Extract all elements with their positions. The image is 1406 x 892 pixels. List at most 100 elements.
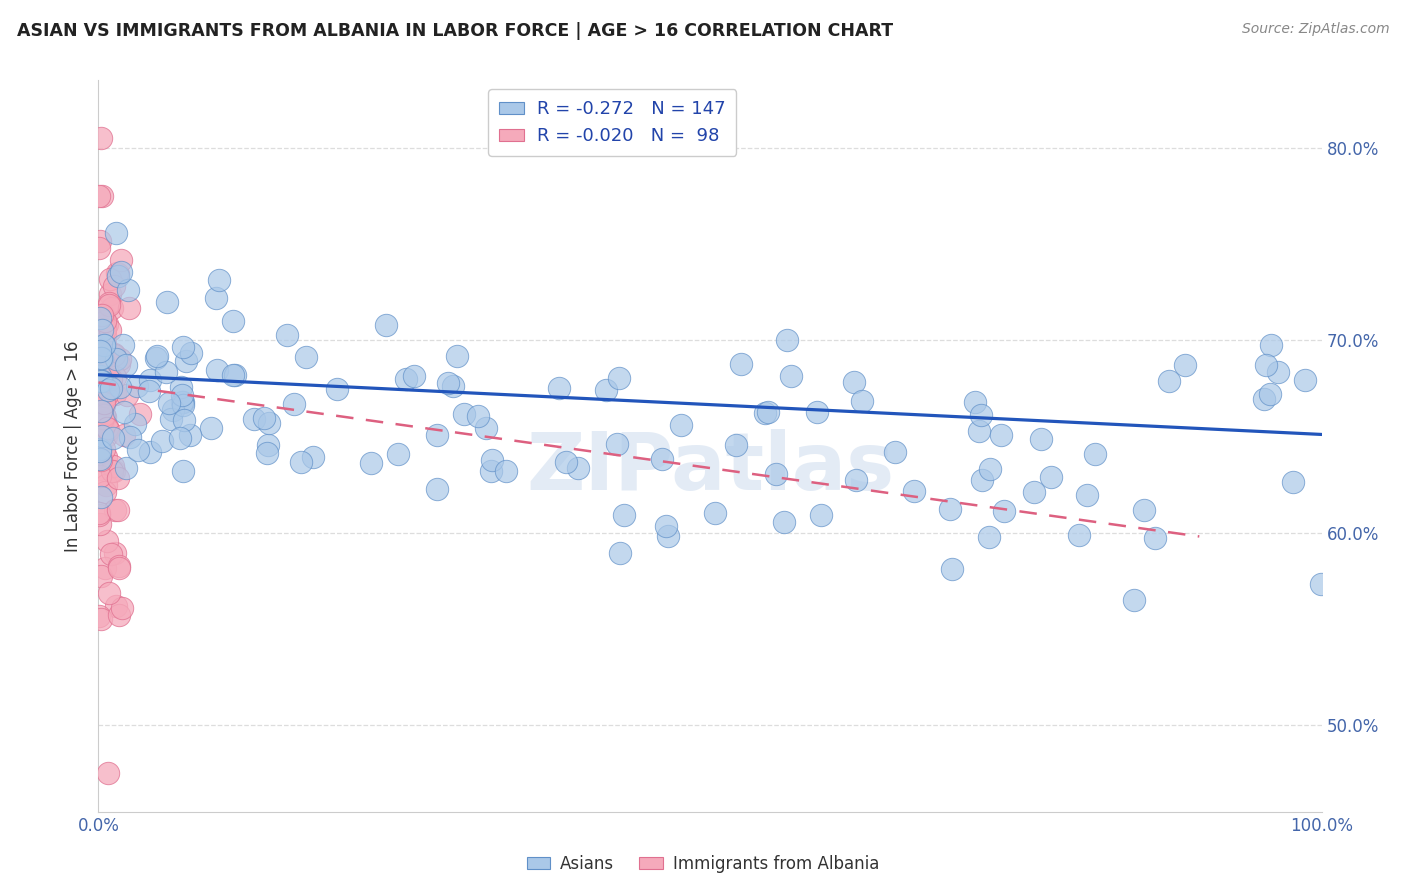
Point <box>97 423 120 437</box>
Point <box>107 503 129 517</box>
Point <box>111 337 134 351</box>
Point <box>939 501 962 516</box>
Point <box>765 467 787 481</box>
Point <box>1084 447 1107 461</box>
Point <box>89 368 111 383</box>
Point <box>100 381 122 395</box>
Point <box>108 357 131 371</box>
Point <box>426 427 449 442</box>
Point <box>96 420 118 434</box>
Point <box>118 430 141 444</box>
Point <box>1144 531 1167 545</box>
Point <box>87 379 110 393</box>
Point <box>90 309 112 323</box>
Point <box>90 354 112 368</box>
Point <box>200 421 222 435</box>
Point <box>91 188 114 202</box>
Point <box>724 437 747 451</box>
Point <box>1294 373 1316 387</box>
Point <box>93 408 115 422</box>
Point <box>91 411 114 425</box>
Point <box>115 388 138 402</box>
Point <box>1309 577 1331 591</box>
Point <box>107 559 129 574</box>
Point <box>160 412 183 426</box>
Legend: R = -0.272   N = 147, R = -0.020   N =  98: R = -0.272 N = 147, R = -0.020 N = 98 <box>488 89 737 156</box>
Point <box>96 388 118 402</box>
Point <box>1159 374 1181 388</box>
Text: ZIPatlas: ZIPatlas <box>526 429 894 507</box>
Point <box>174 354 197 368</box>
Point <box>97 586 120 600</box>
Point <box>1029 432 1052 446</box>
Point <box>89 234 111 248</box>
Point <box>91 307 114 321</box>
Point <box>93 361 115 376</box>
Point <box>806 405 828 419</box>
Point <box>103 279 125 293</box>
Point <box>170 380 193 394</box>
Point <box>100 377 122 392</box>
Point <box>105 351 128 366</box>
Point <box>104 546 127 560</box>
Point <box>207 363 229 377</box>
Point <box>613 508 636 522</box>
Point <box>222 368 245 382</box>
Point <box>776 333 799 347</box>
Point <box>91 428 114 442</box>
Point <box>1253 392 1275 406</box>
Point <box>481 452 503 467</box>
Point <box>172 394 194 409</box>
Point <box>90 429 112 443</box>
Point <box>495 464 517 478</box>
Point <box>155 365 177 379</box>
Text: Source: ZipAtlas.com: Source: ZipAtlas.com <box>1241 22 1389 37</box>
Point <box>104 387 127 401</box>
Point <box>754 406 776 420</box>
Point <box>1258 387 1281 401</box>
Point <box>87 415 110 429</box>
Point <box>970 473 993 487</box>
Point <box>941 562 963 576</box>
Point <box>91 351 114 366</box>
Point <box>360 456 382 470</box>
Point <box>772 515 794 529</box>
Point <box>1123 593 1146 607</box>
Point <box>475 421 498 435</box>
Point <box>104 370 127 384</box>
Point <box>1040 470 1063 484</box>
Point <box>90 403 112 417</box>
Point <box>107 470 129 484</box>
Point <box>89 343 111 358</box>
Point <box>179 427 201 442</box>
Point <box>139 373 162 387</box>
Point <box>98 287 121 301</box>
Point <box>118 301 141 315</box>
Point <box>990 428 1012 442</box>
Point <box>103 431 125 445</box>
Point <box>107 268 129 283</box>
Point <box>139 444 162 458</box>
Point <box>1076 488 1098 502</box>
Point <box>138 384 160 399</box>
Point <box>91 417 114 432</box>
Point <box>93 399 115 413</box>
Point <box>90 425 112 440</box>
Point <box>145 351 167 365</box>
Point <box>93 338 115 352</box>
Point <box>89 442 111 456</box>
Point <box>93 409 115 424</box>
Point <box>993 503 1015 517</box>
Point <box>108 351 131 366</box>
Point <box>89 384 111 399</box>
Point <box>1174 358 1197 372</box>
Point <box>655 519 678 533</box>
Point <box>290 454 312 468</box>
Point <box>103 464 125 478</box>
Point <box>446 350 468 364</box>
Point <box>657 529 679 543</box>
Point <box>96 384 118 399</box>
Point <box>112 405 135 419</box>
Point <box>94 450 117 464</box>
Point <box>704 506 727 520</box>
